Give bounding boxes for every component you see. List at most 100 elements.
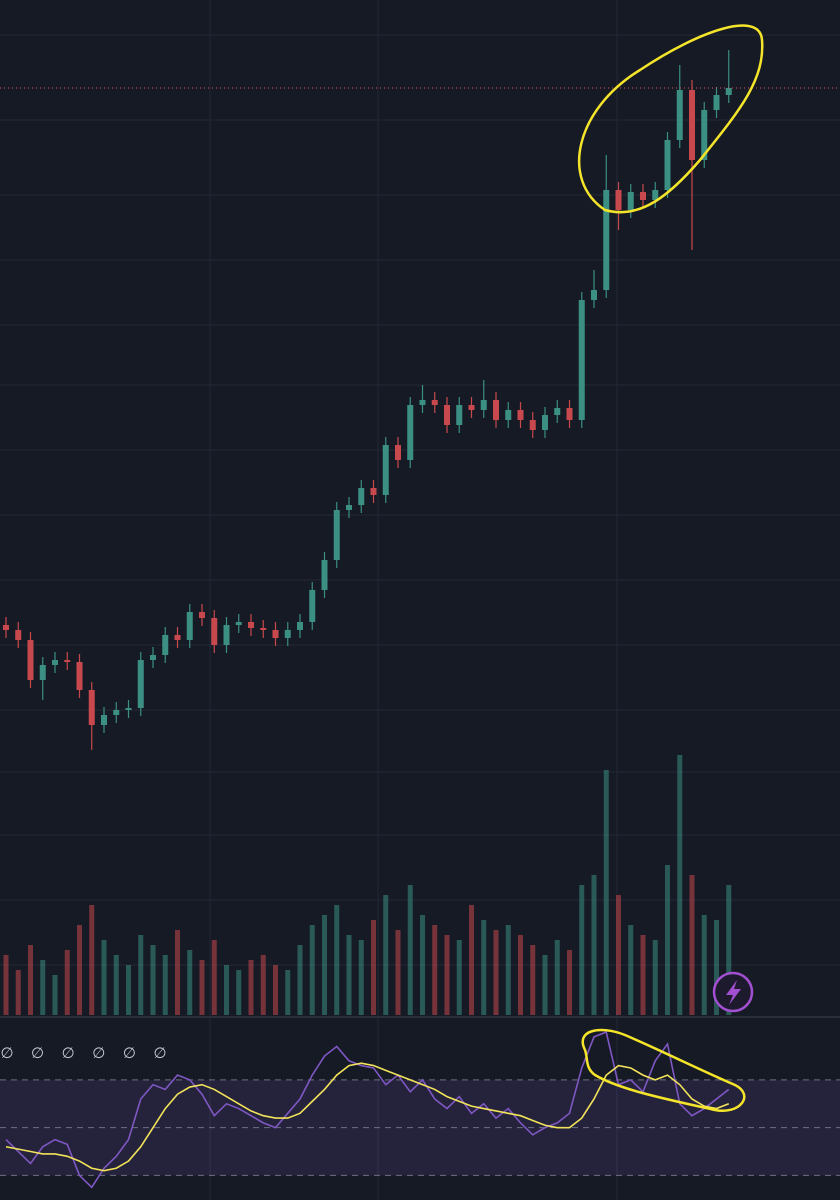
volume-bar xyxy=(530,945,536,1015)
volume-bar xyxy=(554,940,560,1015)
volume-bar xyxy=(456,940,462,1015)
volume-bar xyxy=(334,905,340,1015)
candle-body xyxy=(505,410,512,420)
volume-bar xyxy=(346,935,352,1015)
candle-body xyxy=(664,140,671,190)
candle-body xyxy=(52,660,58,665)
indicator-status: ∅ xyxy=(153,1044,166,1062)
candle-body xyxy=(554,408,561,415)
volume-bar xyxy=(652,940,658,1015)
volume-bar xyxy=(432,925,438,1015)
candle-body xyxy=(211,618,218,645)
candle-body xyxy=(566,408,573,420)
volume-bar xyxy=(714,920,719,1015)
volume-bar xyxy=(64,950,70,1015)
indicator-status: ∅ xyxy=(31,1044,44,1062)
volume-bar xyxy=(469,905,474,1015)
candle-body xyxy=(456,405,463,425)
rsi-pane xyxy=(0,1031,840,1189)
candle-body xyxy=(701,110,708,160)
volume-bar xyxy=(199,960,205,1015)
candle-body xyxy=(223,625,230,645)
candle-body xyxy=(150,655,156,660)
volume-bar xyxy=(358,940,364,1015)
candle-body xyxy=(480,400,487,410)
candle-body xyxy=(370,488,377,495)
volume-bar xyxy=(481,920,487,1015)
candle-body xyxy=(493,400,499,420)
candle-body xyxy=(725,88,732,95)
candle-body xyxy=(346,505,352,510)
volume-bar xyxy=(628,925,634,1015)
volume-bar xyxy=(236,970,242,1015)
volume-bar xyxy=(187,950,193,1015)
indicator-status: ∅ xyxy=(0,1044,13,1062)
candle-body xyxy=(382,445,389,495)
volume-bar xyxy=(518,935,523,1015)
candle-body xyxy=(3,625,9,630)
candle-body xyxy=(431,400,438,405)
volume-bar xyxy=(493,930,499,1015)
volume-bar xyxy=(77,925,82,1015)
candle-body xyxy=(321,560,328,590)
candle-body xyxy=(113,710,120,715)
volume-bar xyxy=(616,895,621,1015)
volume-bar xyxy=(15,970,21,1015)
candle-body xyxy=(125,708,132,710)
volume-bar xyxy=(640,935,646,1015)
candle-body xyxy=(284,630,291,638)
rsi-ma-line xyxy=(5,1062,730,1172)
candle-body xyxy=(578,300,585,420)
candle-body xyxy=(15,630,22,640)
alert-button[interactable] xyxy=(712,971,754,1013)
indicator-status: ∅ xyxy=(62,1044,75,1062)
candle-body xyxy=(689,90,695,160)
volume-bar xyxy=(3,955,9,1015)
candle-body xyxy=(186,612,193,640)
volume-bar xyxy=(285,970,291,1015)
volume-bar xyxy=(175,930,180,1015)
candle-body xyxy=(162,635,169,655)
candle-body xyxy=(333,510,340,560)
candle-body xyxy=(444,405,450,425)
volume-bar xyxy=(113,955,119,1015)
candle-body xyxy=(272,630,279,638)
candle-body xyxy=(174,635,181,640)
volume-bar xyxy=(542,955,548,1015)
candle-body xyxy=(297,622,303,630)
volume-bar xyxy=(248,960,254,1015)
candle-body xyxy=(713,95,720,110)
candle-body xyxy=(101,715,107,725)
volume-bar xyxy=(101,940,107,1015)
volume-bar xyxy=(420,915,425,1015)
candle-body xyxy=(640,192,646,200)
candle-body xyxy=(64,660,71,662)
volume-bar xyxy=(322,915,327,1015)
candle-body xyxy=(407,405,414,460)
volume-bar xyxy=(150,945,156,1015)
candle-body xyxy=(603,190,610,290)
annotations xyxy=(577,24,764,1113)
volume-bar xyxy=(138,935,144,1015)
candle-body xyxy=(591,290,597,300)
volume-bar xyxy=(40,960,46,1015)
volume-bar xyxy=(89,905,95,1015)
volume-bar xyxy=(273,965,278,1015)
candle-body xyxy=(235,622,242,625)
volume-bar xyxy=(701,915,707,1015)
volume-bar xyxy=(371,920,376,1015)
candle-body xyxy=(260,628,267,630)
volume-bar xyxy=(579,885,585,1015)
candle-body xyxy=(529,420,536,430)
candle-body xyxy=(137,660,144,708)
candle-body xyxy=(542,415,548,430)
volume-bar xyxy=(444,935,450,1015)
volume-bar xyxy=(677,755,683,1015)
candle-body xyxy=(676,90,683,140)
volume-bar xyxy=(407,885,413,1015)
candle-body xyxy=(76,662,83,690)
indicator-status: ∅ xyxy=(123,1044,136,1062)
volume-bar xyxy=(567,950,572,1015)
volume-bar xyxy=(260,955,266,1015)
